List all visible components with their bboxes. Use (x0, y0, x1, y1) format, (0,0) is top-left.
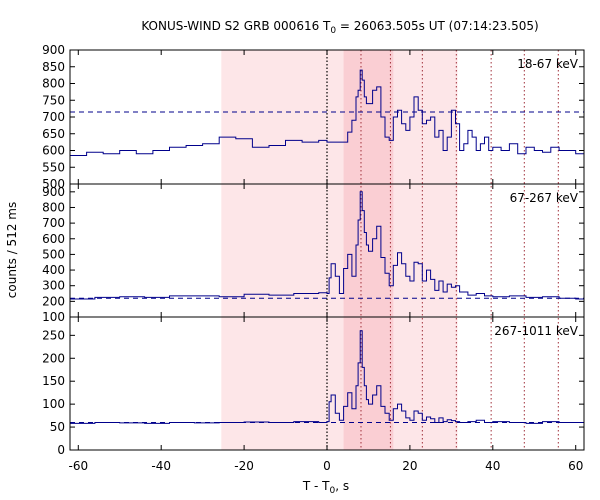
y-tick-label: 150 (42, 374, 65, 388)
y-tick-label: 700 (42, 216, 65, 230)
count-rate-series (70, 330, 585, 424)
count-rate-series (70, 191, 584, 300)
x-tick-label: 0 (323, 459, 331, 473)
y-tick-label: 650 (42, 127, 65, 141)
y-tick-label: 900 (42, 43, 65, 57)
y-tick-label: 600 (42, 232, 65, 246)
x-tick-label: -40 (151, 459, 171, 473)
y-tick-label: 500 (42, 177, 65, 191)
x-tick-label: 60 (568, 459, 583, 473)
y-axis-title: counts / 512 ms (5, 202, 19, 298)
energy-band-label: 18-67 keV (517, 57, 579, 71)
y-tick-label: 100 (42, 310, 65, 324)
y-tick-label: 800 (42, 77, 65, 91)
count-rate-series (70, 69, 585, 156)
y-tick-label: 0 (57, 443, 65, 457)
y-tick-label: 50 (50, 420, 65, 434)
y-tick-label: 100 (42, 397, 65, 411)
y-tick-label: 400 (42, 263, 65, 277)
x-tick-label: 40 (485, 459, 500, 473)
energy-band-label: 267-1011 keV (494, 324, 578, 338)
y-tick-label: 800 (42, 200, 65, 214)
energy-band-label: 67-267 keV (510, 191, 579, 205)
y-tick-label: 750 (42, 93, 65, 107)
chart-title: KONUS-WIND S2 GRB 000616 T0 = 26063.505s… (141, 19, 538, 36)
y-tick-label: 850 (42, 60, 65, 74)
x-tick-label: 20 (402, 459, 417, 473)
x-tick-label: -60 (68, 459, 88, 473)
y-tick-label: 700 (42, 110, 65, 124)
y-tick-label: 900 (42, 185, 65, 199)
y-tick-label: 500 (42, 247, 65, 261)
y-tick-label: 550 (42, 160, 65, 174)
y-tick-label: 250 (42, 328, 65, 342)
panel-frame (69, 316, 585, 451)
y-tick-label: 600 (42, 144, 65, 158)
x-axis-title: T - T0, s (302, 479, 349, 496)
shaded-region-light (221, 50, 458, 450)
x-tick-label: -20 (234, 459, 254, 473)
y-tick-label: 200 (42, 294, 65, 308)
y-tick-label: 200 (42, 351, 65, 365)
y-tick-label: 300 (42, 279, 65, 293)
